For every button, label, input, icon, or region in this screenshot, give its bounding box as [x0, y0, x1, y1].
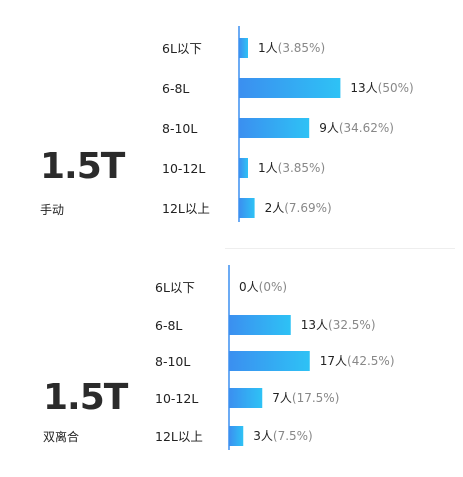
category-label: 6-8L — [162, 81, 189, 96]
chart-subtitle: 双离合 — [43, 430, 80, 444]
count-label: 2人 — [265, 201, 285, 215]
data-label: 2人(7.69%) — [265, 201, 332, 215]
data-label: 7人(17.5%) — [272, 391, 339, 405]
data-label: 17人(42.5%) — [320, 354, 395, 368]
data-label: 13人(50%) — [350, 81, 413, 95]
bar — [239, 118, 310, 138]
count-label: 17人 — [320, 354, 347, 368]
percent-label: (32.5%) — [328, 318, 375, 332]
bar — [239, 198, 255, 218]
chart-subtitle: 手动 — [40, 203, 65, 217]
bar-chart-dct: 6L以下 0人(0%)6-8L 13人(32.5%)8-10L 17人(42.5%)1… — [155, 265, 395, 450]
bar — [229, 315, 291, 335]
percent-label: (3.85%) — [278, 161, 325, 175]
chart-dct: 1.5T 双离合 6L以下 0人(0%) 6-8L 13人(32.5%) 8-10L 17… — [0, 250, 463, 477]
count-label: 0人 — [239, 280, 259, 294]
category-label: 6L以下 — [155, 280, 195, 295]
category-label: 8-10L — [155, 354, 190, 369]
chart-title: 1.5T — [40, 146, 125, 187]
percent-label: (7.5%) — [273, 429, 313, 443]
data-label: 3人(7.5%) — [253, 429, 313, 443]
percent-label: (34.62%) — [339, 121, 394, 135]
count-label: 3人 — [253, 429, 273, 443]
percent-label: (3.85%) — [278, 41, 325, 55]
percent-label: (0%) — [259, 280, 287, 294]
chart-manual: 1.5T 手动 6L以下 1人(3.85%) 6-8L 13人(50%) 8-10L 9人… — [40, 26, 414, 222]
divider — [225, 248, 455, 249]
bar — [239, 158, 248, 178]
count-label: 13人 — [301, 318, 328, 332]
bar — [229, 426, 244, 446]
category-label: 12L以上 — [162, 201, 210, 216]
count-label: 9人 — [319, 121, 339, 135]
category-label: 6L以下 — [162, 41, 202, 56]
bar-chart-manual: 6L以下 1人(3.85%)6-8L 13人(50%)8-10L 9人(34.62%)… — [162, 26, 414, 222]
data-label: 1人(3.85%) — [258, 161, 325, 175]
data-label: 13人(32.5%) — [301, 318, 376, 332]
percent-label: (17.5%) — [292, 391, 339, 405]
category-label: 8-10L — [162, 121, 197, 136]
bar — [229, 351, 310, 371]
bar — [229, 388, 263, 408]
category-label: 6-8L — [155, 318, 182, 333]
chart-title: 1.5T — [43, 377, 128, 418]
bar — [239, 38, 248, 58]
category-label: 10-12L — [162, 161, 205, 176]
count-label: 1人 — [258, 161, 278, 175]
percent-label: (42.5%) — [347, 354, 394, 368]
count-label: 13人 — [350, 81, 377, 95]
percent-label: (50%) — [378, 81, 414, 95]
bar — [239, 78, 341, 98]
category-label: 10-12L — [155, 391, 198, 406]
count-label: 7人 — [272, 391, 292, 405]
percent-label: (7.69%) — [284, 201, 331, 215]
data-label: 0人(0%) — [239, 280, 287, 294]
count-label: 1人 — [258, 41, 278, 55]
category-label: 12L以上 — [155, 429, 203, 444]
data-label: 9人(34.62%) — [319, 121, 394, 135]
data-label: 1人(3.85%) — [258, 41, 325, 55]
